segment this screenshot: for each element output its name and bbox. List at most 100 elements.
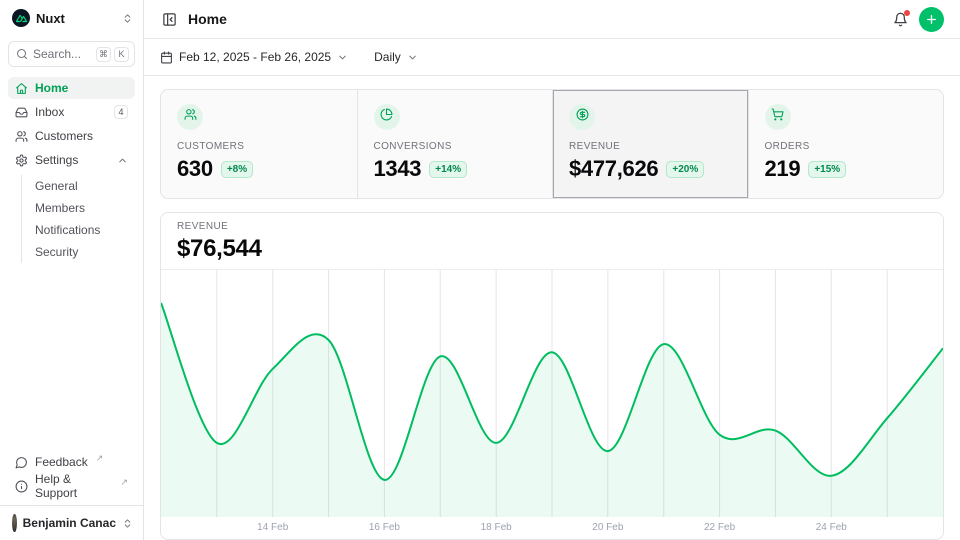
stat-card-revenue[interactable]: REVENUE $477,626 +20%	[552, 90, 748, 198]
date-range-picker[interactable]: Feb 12, 2025 - Feb 26, 2025	[160, 50, 348, 64]
user-menu[interactable]: Benjamin Canac	[0, 505, 143, 540]
page-title: Home	[188, 11, 882, 27]
sidebar-item-help-support[interactable]: Help & Support ↗	[8, 475, 135, 497]
sidebar-item-feedback[interactable]: Feedback ↗	[8, 451, 135, 473]
content: CUSTOMERS 630 +8% CONVERSIONS 1343 +14% REVENU…	[144, 76, 960, 540]
stat-icon-wrap	[177, 104, 203, 130]
sidebar-item-home[interactable]: Home	[8, 77, 135, 99]
users-icon	[15, 130, 28, 143]
chevron-down-icon	[337, 52, 348, 63]
kbd-meta: ⌘	[96, 47, 111, 62]
sidebar-subitem-security[interactable]: Security	[22, 241, 135, 263]
calendar-icon	[160, 51, 173, 64]
sidebar-footer-nav: Feedback ↗ Help & Support ↗	[0, 451, 143, 499]
x-axis-tick-label: 24 Feb	[816, 522, 847, 533]
chevrons-up-down-icon	[122, 518, 133, 529]
user-name: Benjamin Canac	[23, 516, 116, 530]
stat-label: CONVERSIONS	[374, 141, 537, 152]
topbar: Home	[144, 0, 960, 39]
stat-label: CUSTOMERS	[177, 141, 341, 152]
date-range-label: Feb 12, 2025 - Feb 26, 2025	[179, 50, 331, 64]
sidebar-subitem-general[interactable]: General	[22, 175, 135, 197]
external-link-icon: ↗	[96, 454, 104, 463]
notifications-button[interactable]	[891, 10, 910, 29]
toolbar: Feb 12, 2025 - Feb 26, 2025 Daily	[144, 39, 960, 76]
settings-submenu: GeneralMembersNotificationsSecurity	[21, 175, 135, 263]
main: Home Feb 12, 2025 - Feb 26, 2025	[144, 0, 960, 540]
chevron-up-icon	[117, 155, 128, 166]
stat-icon-wrap	[569, 104, 595, 130]
sidebar-nav: Home Inbox 4 Customers Settings GeneralMember…	[0, 77, 143, 265]
sidebar-subitem-notifications[interactable]: Notifications	[22, 219, 135, 241]
stat-delta-badge: +15%	[808, 161, 846, 178]
notification-dot	[904, 10, 910, 16]
sidebar-item-customers[interactable]: Customers	[8, 125, 135, 147]
cart-icon	[771, 108, 784, 126]
stat-value: 219	[765, 156, 801, 182]
info-icon	[15, 480, 28, 493]
sidebar-item-label: Feedback	[35, 455, 88, 469]
sidebar: Nuxt Search... ⌘ K Home Inbox 4 Customers Se…	[0, 0, 144, 540]
stat-value: $477,626	[569, 156, 658, 182]
x-axis-tick-label: 14 Feb	[257, 522, 288, 533]
nuxt-logo-icon	[12, 9, 30, 27]
sidebar-item-label: Inbox	[35, 105, 107, 119]
chevrons-up-down-icon	[122, 13, 133, 24]
stat-label: ORDERS	[765, 141, 928, 152]
chart-header: REVENUE $76,544	[161, 213, 943, 270]
search-shortcut: ⌘ K	[96, 47, 129, 62]
add-button[interactable]	[919, 7, 944, 32]
x-axis-tick-label: 22 Feb	[704, 522, 735, 533]
stat-value: 1343	[374, 156, 422, 182]
plus-icon	[925, 13, 938, 26]
stat-icon-wrap	[374, 104, 400, 130]
external-link-icon: ↗	[120, 478, 128, 487]
sidebar-item-label: Help & Support	[35, 472, 112, 500]
stat-card-customers[interactable]: CUSTOMERS 630 +8%	[161, 90, 357, 198]
panel-left-close-icon	[162, 12, 177, 27]
home-icon	[15, 82, 28, 95]
stat-delta-badge: +14%	[429, 161, 467, 178]
sidebar-item-label: Home	[35, 81, 128, 95]
pie-chart-icon	[380, 108, 393, 126]
revenue-chart-card: REVENUE $76,544 14 Feb 16 Feb 18 Feb 20 Feb…	[160, 212, 944, 540]
search-placeholder: Search...	[33, 47, 91, 61]
granularity-label: Daily	[374, 50, 401, 64]
chart-metric-value: $76,544	[177, 235, 927, 263]
chart-plot[interactable]	[161, 270, 943, 517]
inbox-icon	[15, 106, 28, 119]
search-input[interactable]: Search... ⌘ K	[8, 41, 135, 67]
stat-label: REVENUE	[569, 141, 732, 152]
avatar	[12, 514, 17, 532]
chart-metric-label: REVENUE	[177, 221, 927, 233]
granularity-select[interactable]: Daily	[374, 50, 418, 64]
stat-card-orders[interactable]: ORDERS 219 +15%	[748, 90, 944, 198]
x-axis-tick-label: 20 Feb	[592, 522, 623, 533]
sidebar-item-label: Settings	[35, 153, 110, 167]
x-axis: 14 Feb 16 Feb 18 Feb 20 Feb 22 Feb 24 Feb	[161, 517, 943, 539]
stat-value: 630	[177, 156, 213, 182]
app: Nuxt Search... ⌘ K Home Inbox 4 Customers Se…	[0, 0, 960, 540]
x-axis-tick-label: 18 Feb	[481, 522, 512, 533]
kbd-key: K	[114, 47, 129, 62]
sidebar-item-settings[interactable]: Settings	[8, 149, 135, 171]
sidebar-collapse-button[interactable]	[160, 10, 179, 29]
stat-delta-badge: +8%	[221, 161, 253, 178]
team-switcher[interactable]: Nuxt	[0, 0, 143, 27]
circle-dollar-icon	[576, 108, 589, 126]
team-name: Nuxt	[36, 11, 116, 26]
sidebar-item-inbox[interactable]: Inbox 4	[8, 101, 135, 123]
revenue-area-chart	[161, 270, 943, 517]
inbox-count-badge: 4	[114, 105, 128, 119]
sidebar-subitem-members[interactable]: Members	[22, 197, 135, 219]
stats-row: CUSTOMERS 630 +8% CONVERSIONS 1343 +14% REVENU…	[160, 89, 944, 199]
chevron-down-icon	[407, 52, 418, 63]
stat-card-conversions[interactable]: CONVERSIONS 1343 +14%	[357, 90, 553, 198]
sidebar-item-label: Customers	[35, 129, 128, 143]
search-icon	[16, 48, 28, 60]
stat-icon-wrap	[765, 104, 791, 130]
message-circle-icon	[15, 456, 28, 469]
stat-delta-badge: +20%	[666, 161, 704, 178]
gear-icon	[15, 154, 28, 167]
x-axis-tick-label: 16 Feb	[369, 522, 400, 533]
